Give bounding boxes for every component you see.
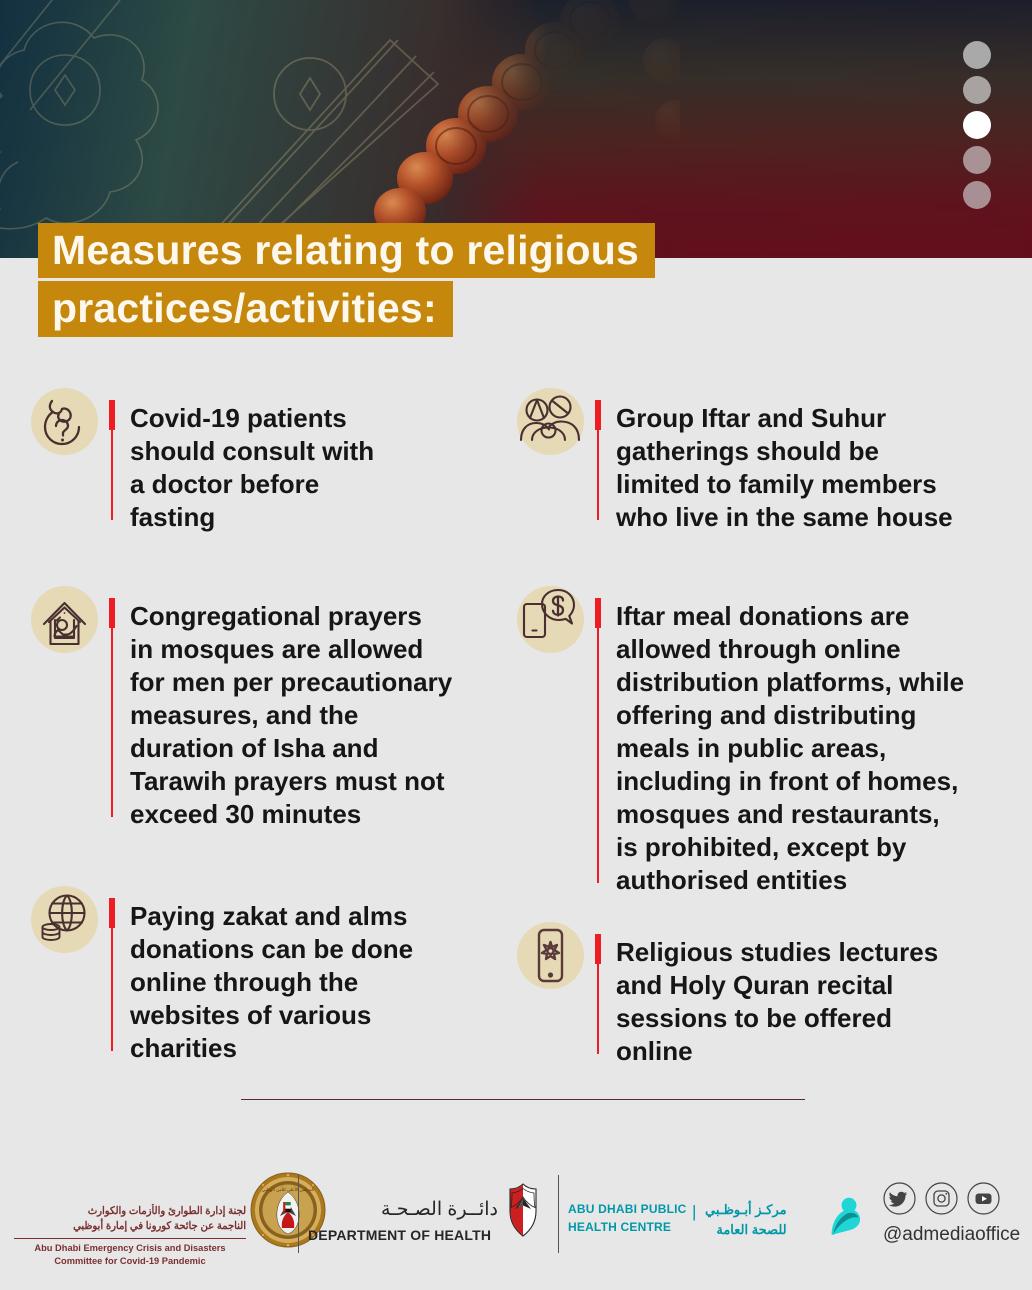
svg-text:المجلس الأعلى للأمن الوطني: المجلس الأعلى للأمن الوطني xyxy=(262,1186,314,1192)
